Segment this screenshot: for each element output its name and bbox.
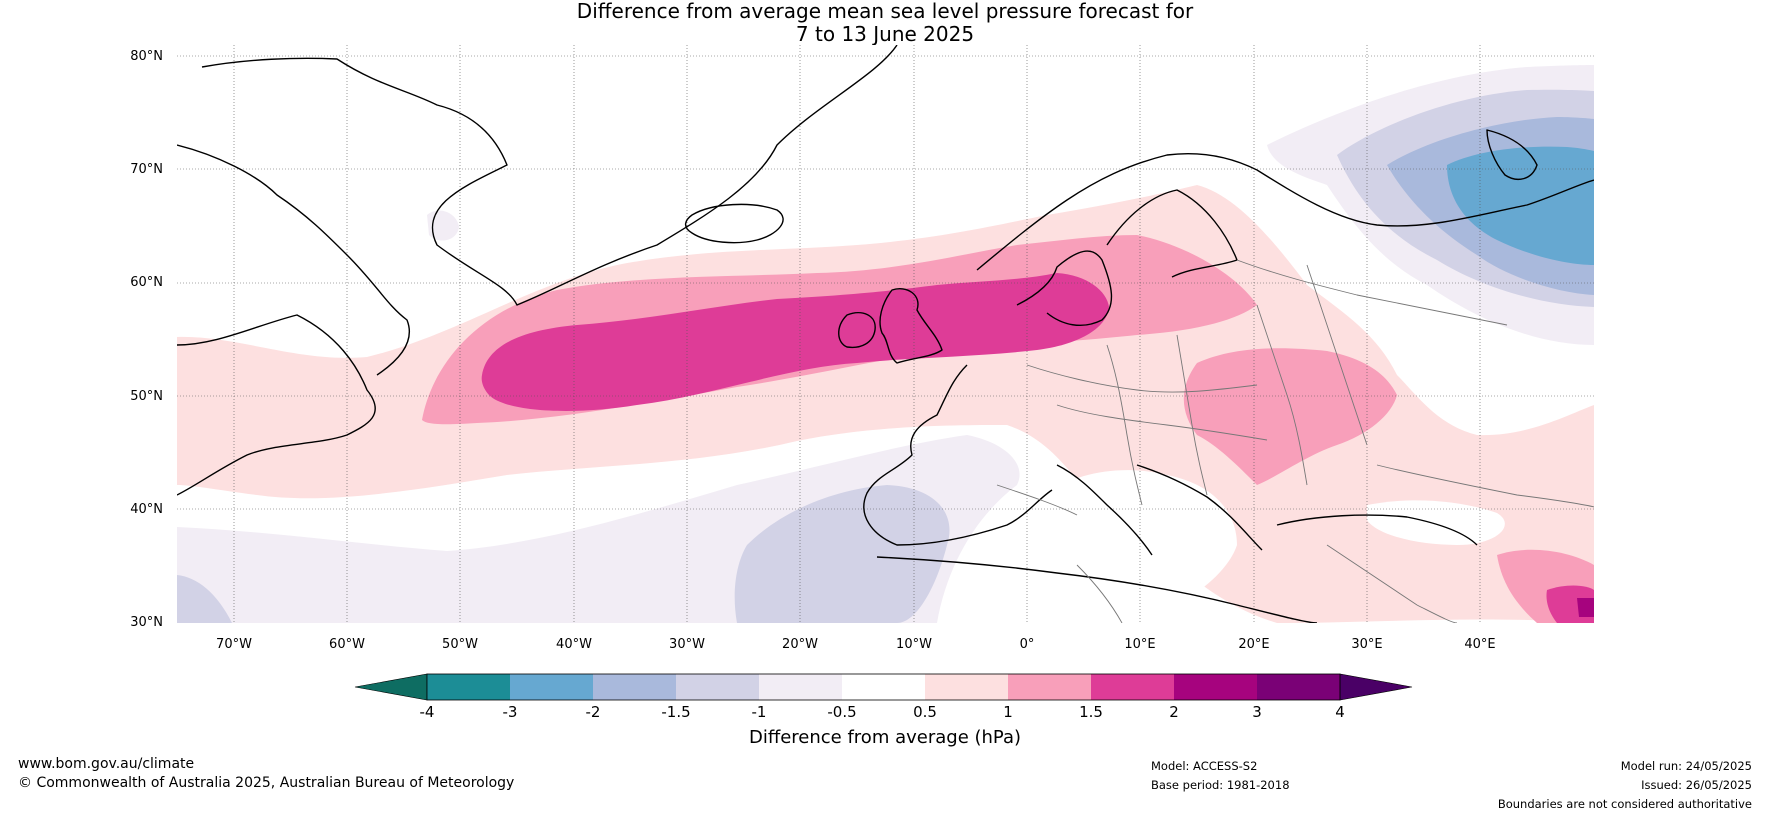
- coast-norway: [976, 152, 1258, 271]
- positive-anomaly-core: [481, 273, 1109, 411]
- lon-label-10e: 10°E: [1124, 637, 1156, 652]
- colorbar-under-extension: [354, 673, 428, 701]
- neutral-black-sea: [1367, 500, 1505, 545]
- coast-sweden-baltic: [1016, 250, 1113, 327]
- lon-label-20w: 20°W: [782, 637, 818, 652]
- colorbar-segment: [676, 674, 759, 700]
- colorbar-outline: [426, 673, 1341, 701]
- colorbar-segment: [1091, 674, 1174, 700]
- lat-label-60n: 60°N: [130, 275, 163, 290]
- colorbar-tick-label: -2: [585, 703, 601, 721]
- coast-russia-arctic: [1256, 169, 1594, 227]
- lon-label-40w: 40°W: [556, 637, 592, 652]
- coast-western-europe: [863, 364, 1053, 546]
- map-panel: [177, 45, 1594, 623]
- colorbar-segment: [427, 674, 510, 700]
- colorbar-label: Difference from average (hPa): [748, 727, 1022, 748]
- lat-label-30n: 30°N: [130, 615, 163, 630]
- footer-issued: Issued: 26/05/2025: [1641, 778, 1752, 792]
- coast-ireland: [838, 312, 876, 349]
- coast-turkey: [1276, 514, 1478, 546]
- colorbar-tick-label: -4: [419, 703, 435, 721]
- title-line-1: Difference from average mean sea level p…: [576, 0, 1194, 23]
- neutral-mediterranean-west: [997, 470, 1237, 623]
- colorbar-tick-label: -0.5: [827, 703, 857, 721]
- colorbar-tick-label: -1.5: [661, 703, 691, 721]
- colorbar-segment: [842, 674, 925, 700]
- colorbar-tick-label: 3: [1252, 703, 1262, 721]
- colorbar-segment: [759, 674, 842, 700]
- lat-label-50n: 50°N: [130, 389, 163, 404]
- lon-label-0: 0°: [1019, 637, 1035, 652]
- lon-label-70w: 70°W: [216, 637, 252, 652]
- lon-label-40e: 40°E: [1464, 637, 1496, 652]
- pressure-anomaly-map: [177, 45, 1594, 623]
- colorbar-over-extension: [1339, 673, 1413, 701]
- title-line-2: 7 to 13 June 2025: [795, 22, 975, 46]
- colorbar-segment: [1008, 674, 1091, 700]
- map-title: Difference from average mean sea level p…: [0, 0, 1770, 46]
- lon-label-60w: 60°W: [329, 637, 365, 652]
- footer-website: www.bom.gov.au/climate: [18, 756, 195, 772]
- lon-label-30w: 30°W: [669, 637, 705, 652]
- lon-label-50w: 50°W: [442, 637, 478, 652]
- colorbar-segment: [510, 674, 593, 700]
- coast-baffin: [177, 144, 410, 376]
- colorbar-tick-label: 1: [1003, 703, 1013, 721]
- colorbar-segment: [1257, 674, 1340, 700]
- positive-anomaly-spot-southeast: [1577, 598, 1594, 617]
- colorbar-tick-label: -3: [502, 703, 518, 721]
- colorbar-tick-label: 0.5: [913, 703, 937, 721]
- colorbar-segment: [1174, 674, 1257, 700]
- coast-labrador: [177, 314, 376, 496]
- lat-label-80n: 80°N: [130, 49, 163, 64]
- graticule: [177, 45, 1594, 623]
- footer-model: Model: ACCESS-S2: [1151, 759, 1258, 773]
- coast-north-africa: [876, 556, 1318, 623]
- footer-base-period: Base period: 1981-2018: [1151, 778, 1290, 792]
- colorbar: [354, 673, 1413, 701]
- lon-label-10w: 10°W: [896, 637, 932, 652]
- coast-balkans: [1136, 464, 1263, 551]
- coast-finland: [1106, 189, 1238, 278]
- colorbar-tick-label: 2: [1169, 703, 1179, 721]
- footer-model-run: Model run: 24/05/2025: [1620, 759, 1752, 773]
- coast-novaya-zemlya: [1486, 129, 1538, 181]
- coastlines: [177, 45, 1594, 623]
- colorbar-tick-label: -1: [751, 703, 767, 721]
- negative-anomaly-southwest-corner: [177, 575, 232, 623]
- coast-great-britain: [879, 288, 943, 364]
- footer-copyright: © Commonwealth of Australia 2025, Austra…: [18, 775, 515, 791]
- coast-italy: [1056, 464, 1153, 556]
- lat-label-40n: 40°N: [130, 502, 163, 517]
- lon-label-20e: 20°E: [1238, 637, 1270, 652]
- colorbar-tick-label: 1.5: [1079, 703, 1103, 721]
- coast-greenland: [201, 45, 898, 306]
- positive-anomaly-central-europe: [1183, 348, 1397, 485]
- lat-label-70n: 70°N: [130, 162, 163, 177]
- lon-label-30e: 30°E: [1351, 637, 1383, 652]
- negative-anomaly-core-south: [734, 485, 950, 623]
- colorbar-segment: [925, 674, 1008, 700]
- country-boundaries: [996, 259, 1594, 623]
- negative-anomaly-greenland-spot: [427, 210, 459, 241]
- colorbar-segment: [593, 674, 676, 700]
- colorbar-tick-label: 4: [1335, 703, 1345, 721]
- footer-disclaimer: Boundaries are not considered authoritat…: [1497, 797, 1752, 811]
- coast-iceland: [684, 203, 784, 244]
